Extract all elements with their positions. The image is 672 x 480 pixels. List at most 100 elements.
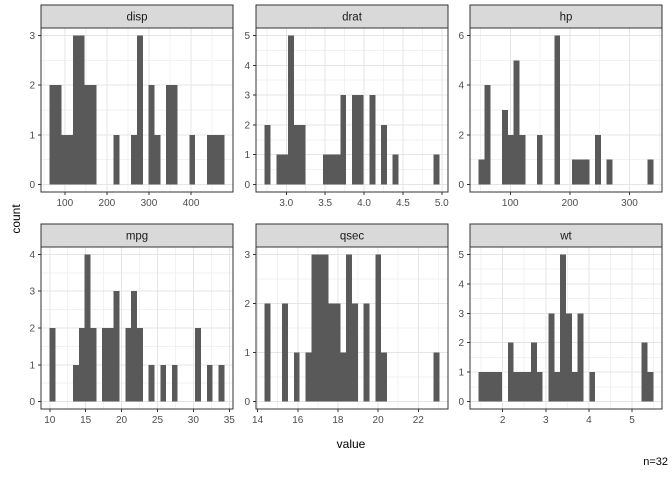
x-tick-label: 20: [373, 415, 385, 426]
y-tick-label: 3: [244, 250, 250, 261]
histogram-bar: [392, 154, 399, 185]
x-tick-label: 25: [152, 415, 164, 426]
y-tick-label: 3: [458, 309, 464, 320]
histogram-bar: [113, 134, 120, 185]
histogram-bar: [647, 159, 654, 185]
facet-strip: [255, 4, 449, 29]
histogram-bar: [212, 134, 219, 185]
histogram-bar: [171, 85, 178, 185]
histogram-bar: [507, 134, 514, 185]
y-tick-label: 4: [244, 61, 250, 72]
histogram-bar: [322, 154, 329, 185]
histogram-bar: [484, 372, 491, 402]
histogram-bar: [49, 328, 56, 402]
histogram-bar: [583, 159, 590, 185]
histogram-bar: [531, 342, 537, 402]
histogram-bar: [299, 124, 306, 185]
facet-strip: [469, 4, 663, 29]
histogram-bar: [137, 328, 143, 402]
facet-strip-label: disp: [126, 12, 147, 24]
histogram-bar: [125, 328, 132, 402]
facet-strip-label: wt: [559, 231, 572, 243]
histogram-bar: [113, 291, 120, 402]
x-tick-label: 100: [56, 198, 73, 209]
histogram-bar: [293, 352, 300, 402]
histogram-bar: [322, 254, 329, 402]
histogram-bar: [478, 372, 485, 402]
histogram-bar: [288, 35, 294, 185]
y-tick-label: 2: [244, 120, 250, 131]
histogram-bar: [84, 254, 91, 402]
histogram-bar: [363, 303, 370, 402]
x-tick-label: 22: [413, 415, 425, 426]
histogram-bar: [78, 35, 85, 185]
histogram-bar: [566, 313, 572, 402]
histogram-bar: [61, 134, 68, 185]
histogram-bar: [513, 372, 520, 402]
histogram-bar: [536, 134, 543, 185]
y-tick-label: 2: [29, 81, 35, 92]
histogram-bar: [589, 372, 596, 402]
y-tick-label: 1: [244, 150, 250, 161]
histogram-bar: [357, 95, 364, 185]
facet-strip: [40, 4, 234, 29]
histogram-bar: [84, 85, 91, 185]
histogram-bar: [496, 372, 502, 402]
y-tick-label: 1: [29, 360, 35, 371]
y-tick-label: 3: [29, 31, 35, 42]
histogram-bar: [433, 352, 440, 402]
histogram-bar: [571, 159, 578, 185]
histogram-bar: [137, 35, 143, 185]
histogram-bar: [647, 372, 654, 402]
histogram-bar: [73, 364, 79, 402]
histogram-bar: [131, 291, 137, 402]
histogram-bar: [49, 85, 56, 185]
histogram-bar: [293, 124, 300, 185]
x-tick-label: 300: [141, 198, 158, 209]
histogram-bar: [195, 328, 201, 402]
y-tick-label: 3: [29, 287, 35, 298]
x-axis-title: value: [336, 437, 366, 451]
histogram-bar: [67, 134, 73, 185]
y-tick-label: 4: [458, 81, 464, 92]
x-tick-label: 10: [44, 415, 56, 426]
sample-size-annotation: n=32: [643, 456, 668, 468]
histogram-bar: [218, 134, 225, 185]
x-tick-label: 4: [586, 415, 592, 426]
histogram-bar: [340, 95, 347, 185]
facet-strip: [469, 223, 663, 248]
histogram-bar: [107, 328, 114, 402]
histogram-bar: [519, 372, 526, 402]
x-tick-label: 3.0: [279, 198, 293, 209]
y-tick-label: 5: [244, 31, 250, 42]
x-tick-label: 100: [502, 198, 519, 209]
histogram-bar: [328, 154, 335, 185]
y-tick-label: 0: [29, 397, 35, 408]
facet-strip-label: mpg: [126, 231, 148, 243]
x-tick-label: 18: [332, 415, 344, 426]
histogram-bar: [311, 254, 318, 402]
histogram-bar: [375, 254, 382, 402]
y-tick-label: 1: [458, 368, 464, 379]
x-tick-label: 2: [500, 415, 506, 426]
y-tick-label: 5: [458, 250, 464, 261]
x-tick-label: 300: [621, 198, 638, 209]
histogram-bar: [264, 303, 271, 402]
x-tick-label: 4.5: [396, 198, 410, 209]
facet-strip-label: drat: [342, 12, 363, 24]
y-tick-label: 4: [458, 279, 464, 290]
histogram-bar: [381, 124, 387, 185]
x-tick-label: 5: [629, 415, 635, 426]
y-tick-label: 6: [458, 31, 464, 42]
facet-disp: disp 100 200 300 400 0 1 2 3: [29, 4, 234, 209]
histogram-bar: [519, 134, 526, 185]
y-axis-title: count: [9, 204, 23, 234]
y-tick-label: 0: [244, 397, 250, 408]
facet-wt: wt 2 3 4 5 0 1 2 3 4 5: [458, 223, 663, 426]
histogram-bar: [276, 154, 283, 185]
histogram-bar: [433, 154, 440, 185]
facet-drat: drat 3.0 3.5 4.0 4.5 5.0 0 1 2 3 4 5: [244, 4, 449, 209]
x-tick-label: 16: [292, 415, 304, 426]
